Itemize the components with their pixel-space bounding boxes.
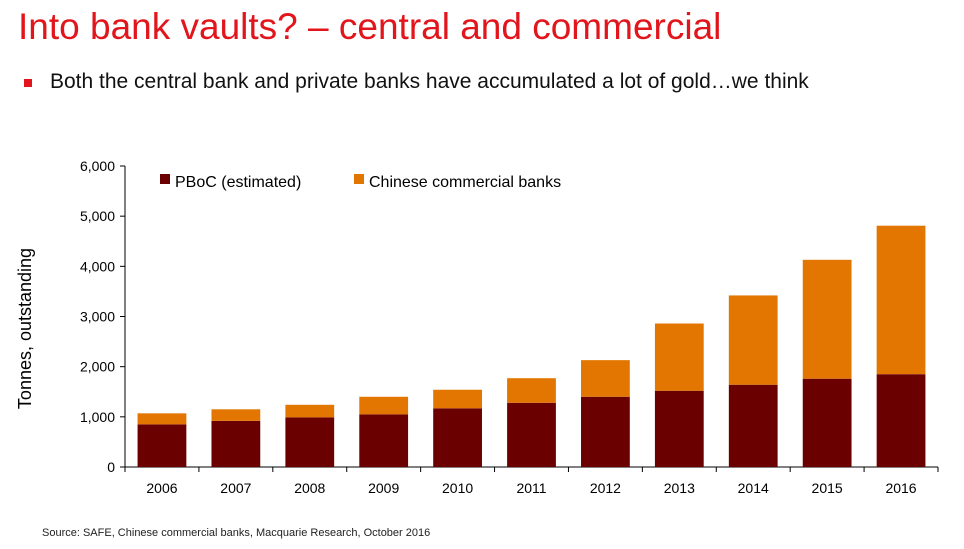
x-tick-label: 2006 (146, 480, 177, 496)
bar-pboc-2011 (507, 402, 556, 467)
legend-item-pboc-swatch (160, 174, 170, 184)
slide-title: Into bank vaults? – central and commerci… (18, 6, 722, 47)
y-tick-label: 2,000 (80, 359, 115, 375)
bar-commercial-2006 (137, 413, 187, 425)
y-tick-label: 3,000 (80, 309, 115, 325)
bar-commercial-2015 (802, 259, 852, 379)
bar-commercial-2010 (433, 389, 482, 409)
x-tick-label: 2011 (516, 480, 546, 496)
source-note: Source: SAFE, Chinese commercial banks, … (42, 527, 431, 539)
bar-commercial-2008 (285, 404, 335, 418)
bar-commercial-2016 (876, 225, 926, 375)
bar-commercial-2014 (728, 295, 778, 385)
x-tick-label: 2008 (294, 480, 325, 496)
legend-item-pboc-label: PBoC (estimated) (175, 174, 301, 191)
y-axis-title: Tonnes, outstanding (15, 248, 35, 409)
x-tick-label: 2015 (812, 480, 843, 496)
bar-pboc-2009 (359, 414, 409, 467)
bar-pboc-2006 (137, 424, 187, 467)
x-tick-label: 2007 (220, 480, 251, 496)
legend-item-commercial-label: Chinese commercial banks (369, 174, 561, 191)
x-tick-label: 2010 (442, 480, 473, 496)
bullet-square-icon (24, 79, 32, 87)
x-tick-label: 2013 (664, 480, 695, 496)
bar-pboc-2015 (802, 378, 852, 467)
bullet-point: Both the central bank and private banks … (24, 70, 809, 94)
x-tick-label: 2014 (738, 480, 769, 496)
x-tick-label: 2012 (590, 480, 621, 496)
bar-pboc-2016 (876, 374, 926, 467)
bar-commercial-2012 (581, 360, 630, 397)
legend-item-commercial-swatch (354, 174, 364, 184)
y-tick-label: 5,000 (80, 208, 115, 224)
bar-commercial-2007 (211, 409, 261, 421)
x-tick-label: 2009 (368, 480, 399, 496)
y-tick-label: 6,000 (80, 158, 115, 174)
bar-pboc-2008 (285, 417, 335, 467)
y-tick-label: 4,000 (80, 258, 115, 274)
bar-pboc-2014 (728, 384, 778, 467)
bar-commercial-2013 (654, 323, 704, 391)
bar-pboc-2007 (211, 420, 261, 467)
bullet-text: Both the central bank and private banks … (50, 70, 809, 93)
y-tick-label: 1,000 (80, 409, 115, 425)
bar-commercial-2011 (507, 378, 556, 403)
bar-pboc-2013 (654, 390, 704, 467)
bar-commercial-2009 (359, 396, 409, 415)
bar-pboc-2012 (581, 396, 630, 467)
bar-pboc-2010 (433, 408, 482, 467)
x-tick-label: 2016 (885, 480, 916, 496)
y-tick-label: 0 (107, 459, 115, 475)
